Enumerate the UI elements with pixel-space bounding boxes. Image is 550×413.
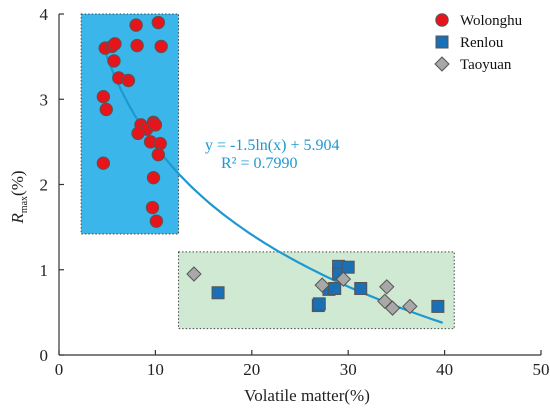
- x-tick-label: 0: [55, 360, 64, 379]
- x-axis-label: Volatile matter(%): [244, 386, 370, 405]
- renlou-point: [341, 260, 355, 274]
- taoyuan-point: [402, 298, 418, 315]
- renlou-point: [354, 282, 368, 296]
- fit-r2: R² = 0.7990: [221, 155, 298, 172]
- y-tick-label: 0: [40, 346, 49, 365]
- plot-area: [96, 15, 445, 316]
- legend: Wolonghu Renlou Taoyuan: [434, 13, 523, 73]
- wolonghu-point: [108, 37, 122, 51]
- legend-item-wolonghu: Wolonghu: [435, 13, 523, 29]
- wolonghu-point: [129, 18, 143, 32]
- wolonghu-point: [151, 147, 165, 162]
- legend-item-taoyuan: Taoyuan: [434, 56, 512, 73]
- legend-marker-taoyuan: [434, 56, 450, 72]
- y-axis-label: Rmax(%): [8, 170, 30, 224]
- series-wolonghu: [96, 15, 168, 228]
- wolonghu-point: [145, 200, 160, 215]
- y-axis-label-sub: max: [19, 196, 30, 213]
- wolonghu-point: [96, 156, 111, 170]
- taoyuan-point: [314, 277, 330, 293]
- x-tick-label: 30: [340, 360, 357, 379]
- wolonghu-point: [107, 54, 121, 68]
- y-tick-label: 4: [40, 5, 49, 24]
- wolonghu-point: [130, 38, 144, 53]
- renlou-point: [211, 286, 225, 300]
- wolonghu-point: [154, 39, 168, 54]
- y-axis-label-unit: (%): [8, 170, 27, 195]
- wolonghu-point: [149, 214, 164, 228]
- x-tick-label: 10: [147, 360, 164, 379]
- series-taoyuan: [186, 266, 418, 316]
- x-tick-label: 40: [436, 360, 453, 379]
- renlou-point: [431, 299, 445, 313]
- y-tick-label: 3: [40, 90, 49, 109]
- wolonghu-point: [151, 15, 165, 30]
- axes: 0 10 20 30 40 50 0 1 2 3 4: [40, 5, 550, 379]
- wolonghu-point: [96, 89, 111, 104]
- x-tick-label: 20: [243, 360, 260, 379]
- wolonghu-point: [146, 170, 161, 185]
- taoyuan-point: [335, 271, 352, 287]
- legend-label-wolonghu: Wolonghu: [460, 13, 523, 29]
- wolonghu-point: [153, 136, 167, 151]
- y-tick-label: 2: [40, 176, 49, 195]
- legend-marker-renlou: [435, 35, 449, 49]
- taoyuan-point: [379, 279, 395, 295]
- wolonghu-point: [99, 102, 113, 117]
- fit-equation: y = -1.5ln(x) + 5.904: [205, 137, 339, 154]
- legend-label-renlou: Renlou: [460, 35, 504, 51]
- renlou-point: [312, 297, 326, 311]
- series-renlou: [211, 259, 445, 313]
- legend-marker-wolonghu: [435, 13, 449, 27]
- y-axis-label-main: R: [8, 213, 27, 225]
- taoyuan-point: [186, 266, 202, 282]
- x-tick-label: 50: [533, 360, 550, 379]
- svg-text:Rmax(%): Rmax(%): [8, 170, 30, 224]
- wolonghu-point: [121, 73, 136, 88]
- renlou-point: [328, 282, 342, 296]
- wolonghu-point: [148, 118, 163, 132]
- taoyuan-point: [384, 300, 401, 316]
- legend-label-taoyuan: Taoyuan: [460, 57, 512, 73]
- wolonghu-point: [131, 126, 145, 141]
- y-tick-label: 1: [40, 261, 49, 280]
- legend-item-renlou: Renlou: [435, 35, 504, 51]
